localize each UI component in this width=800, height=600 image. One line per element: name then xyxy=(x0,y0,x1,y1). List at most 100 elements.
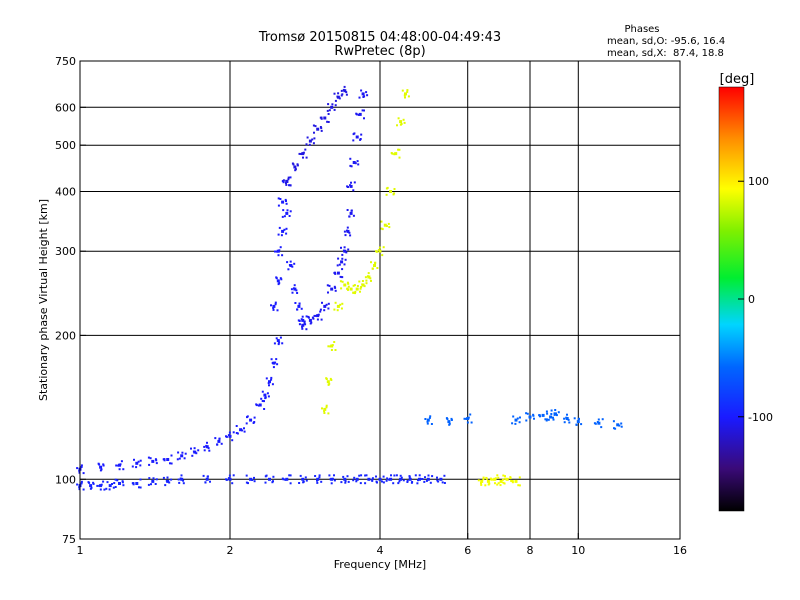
data-point xyxy=(367,477,371,481)
data-point xyxy=(268,477,271,481)
data-point xyxy=(245,422,248,425)
data-point xyxy=(466,421,469,424)
data-point xyxy=(331,344,334,347)
data-point xyxy=(358,112,362,116)
data-point xyxy=(80,464,83,467)
data-point xyxy=(371,267,374,270)
data-point xyxy=(359,138,362,141)
data-point xyxy=(406,89,409,92)
data-point xyxy=(406,90,409,93)
data-point xyxy=(228,431,231,434)
data-point xyxy=(289,176,292,179)
data-point xyxy=(284,198,287,201)
x-tick-label: 4 xyxy=(377,544,384,557)
data-point xyxy=(154,458,157,461)
data-point xyxy=(336,304,340,308)
data-point xyxy=(275,358,278,361)
data-point xyxy=(600,426,603,429)
data-point xyxy=(429,415,432,418)
data-point xyxy=(381,480,383,483)
data-point xyxy=(180,474,183,477)
data-point xyxy=(316,479,318,482)
data-point xyxy=(217,439,221,443)
data-point xyxy=(118,482,121,485)
data-point xyxy=(375,250,378,253)
data-point xyxy=(321,301,323,304)
data-point xyxy=(268,380,271,384)
data-point xyxy=(354,162,357,165)
data-point xyxy=(359,482,362,485)
data-point xyxy=(387,222,390,225)
data-point xyxy=(428,416,431,419)
data-point xyxy=(80,466,83,468)
y-tick-label: 600 xyxy=(55,101,76,114)
data-point xyxy=(504,475,506,478)
data-point xyxy=(289,474,292,477)
data-point xyxy=(249,418,253,422)
data-point xyxy=(563,421,566,424)
data-point xyxy=(138,486,140,489)
data-point xyxy=(423,480,426,483)
data-point xyxy=(336,264,339,267)
data-point xyxy=(327,291,329,294)
data-point xyxy=(400,123,403,125)
data-point xyxy=(505,477,509,481)
data-point xyxy=(477,479,480,482)
data-point xyxy=(231,482,234,485)
data-point xyxy=(361,283,364,286)
data-point xyxy=(360,474,363,477)
data-point xyxy=(271,362,274,364)
data-point xyxy=(122,468,125,471)
data-point xyxy=(228,474,231,477)
data-point xyxy=(334,301,337,304)
data-point xyxy=(339,275,342,278)
data-point xyxy=(139,478,142,481)
data-point xyxy=(117,464,120,467)
data-point xyxy=(346,287,349,290)
data-point xyxy=(375,475,377,478)
data-point xyxy=(597,421,601,425)
data-point xyxy=(358,474,361,477)
data-point xyxy=(487,483,490,486)
data-point xyxy=(92,481,95,484)
data-point xyxy=(139,459,142,462)
data-point xyxy=(361,92,365,96)
data-point xyxy=(501,478,504,481)
data-point xyxy=(363,285,366,288)
data-point xyxy=(170,462,173,465)
data-point xyxy=(344,481,347,484)
data-point xyxy=(275,277,278,280)
data-point xyxy=(348,231,351,234)
data-point xyxy=(499,484,502,487)
data-point xyxy=(389,190,393,193)
data-point xyxy=(131,465,134,468)
data-point xyxy=(80,482,83,485)
data-point xyxy=(272,366,275,369)
y-tick-label: 100 xyxy=(55,473,76,486)
data-point xyxy=(340,94,343,97)
data-point xyxy=(426,422,429,425)
data-point xyxy=(512,415,515,418)
data-point xyxy=(331,103,334,106)
data-point xyxy=(305,315,308,318)
data-point xyxy=(298,320,301,322)
data-point xyxy=(594,422,597,425)
data-point xyxy=(272,307,275,309)
data-point xyxy=(480,483,483,486)
data-point xyxy=(325,378,328,380)
data-point xyxy=(345,93,348,96)
data-point xyxy=(281,200,285,204)
data-point xyxy=(202,474,205,477)
data-point xyxy=(319,308,322,311)
data-point xyxy=(398,156,401,159)
data-point xyxy=(340,481,343,484)
data-point xyxy=(352,291,355,294)
data-point xyxy=(343,477,347,481)
data-point xyxy=(528,415,532,419)
data-point xyxy=(308,143,311,146)
data-point xyxy=(392,193,395,196)
data-point xyxy=(253,480,256,483)
data-point xyxy=(334,104,337,107)
data-point xyxy=(485,477,488,480)
data-point xyxy=(132,483,135,486)
